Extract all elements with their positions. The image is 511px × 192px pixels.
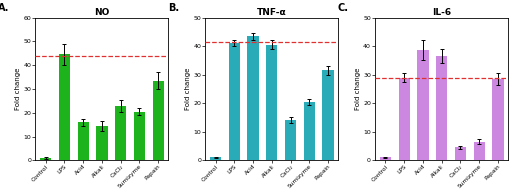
Title: IL-6: IL-6 bbox=[432, 8, 451, 17]
Bar bbox=[40, 158, 51, 160]
Bar bbox=[210, 157, 221, 160]
Bar bbox=[436, 56, 447, 160]
Y-axis label: Fold change: Fold change bbox=[15, 68, 21, 110]
Y-axis label: Fold change: Fold change bbox=[185, 68, 191, 110]
Bar bbox=[153, 81, 164, 160]
Bar bbox=[134, 112, 145, 160]
Bar bbox=[455, 147, 466, 160]
Bar bbox=[229, 43, 240, 160]
Text: A.: A. bbox=[0, 3, 10, 13]
Title: TNF-α: TNF-α bbox=[257, 8, 287, 17]
Bar bbox=[492, 79, 503, 160]
Bar bbox=[247, 36, 259, 160]
Y-axis label: Fold change: Fold change bbox=[355, 68, 361, 110]
Bar bbox=[59, 55, 70, 160]
Text: C.: C. bbox=[338, 3, 349, 13]
Bar bbox=[304, 102, 315, 160]
Bar bbox=[399, 78, 410, 160]
Title: NO: NO bbox=[94, 8, 110, 17]
Bar bbox=[285, 120, 296, 160]
Bar bbox=[266, 45, 277, 160]
Bar bbox=[115, 106, 126, 160]
Bar bbox=[96, 126, 107, 160]
Bar bbox=[78, 122, 89, 160]
Bar bbox=[474, 142, 485, 160]
Text: B.: B. bbox=[168, 3, 179, 13]
Bar bbox=[380, 157, 391, 160]
Bar bbox=[322, 70, 334, 160]
Bar bbox=[417, 50, 429, 160]
